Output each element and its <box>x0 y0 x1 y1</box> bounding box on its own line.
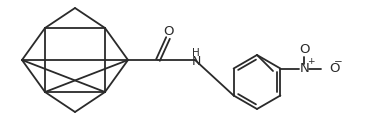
Text: +: + <box>307 57 314 66</box>
Text: O: O <box>163 24 173 38</box>
Text: N: N <box>191 54 201 67</box>
Text: N: N <box>300 62 309 75</box>
Text: −: − <box>334 57 343 66</box>
Text: O: O <box>330 62 340 75</box>
Text: O: O <box>299 43 310 56</box>
Text: H: H <box>192 48 200 58</box>
